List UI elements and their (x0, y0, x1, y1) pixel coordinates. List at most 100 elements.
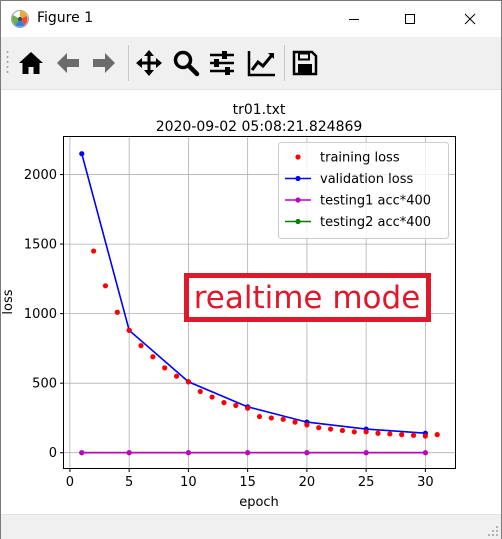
data-point (375, 430, 381, 436)
arrow-left-icon (57, 53, 79, 73)
data-point (209, 394, 215, 400)
data-point (256, 413, 263, 420)
data-point (422, 433, 428, 439)
data-point (339, 427, 346, 434)
data-point (280, 416, 286, 422)
data-point (327, 426, 334, 432)
forward-button[interactable] (88, 47, 120, 79)
data-point (102, 283, 109, 289)
legend: training loss validation loss testing1 acc… (278, 142, 449, 239)
toolbar-separator (284, 45, 285, 81)
status-bar (1, 514, 501, 539)
data-point (173, 373, 180, 379)
data-point (91, 248, 97, 254)
y-tick-label: 0 (49, 446, 57, 461)
data-point (79, 151, 85, 157)
realtime-mode-annotation: realtime mode (184, 273, 431, 322)
floppy-disk-icon (292, 50, 318, 76)
x-tick-label: 5 (125, 475, 133, 490)
data-point (363, 429, 369, 435)
series-0 (91, 248, 440, 439)
y-tick-label: 500 (32, 377, 57, 392)
window-title: Figure 1 (37, 10, 94, 26)
chart: tr01.txt 2020-09-02 05:08:21.824869 0 5 10… (1, 102, 456, 510)
toolbar-grip-icon[interactable] (6, 49, 9, 77)
y-tick-label: 1000 (24, 307, 57, 322)
legend-marker (295, 197, 301, 203)
maximize-icon (405, 14, 415, 24)
minimize-icon (349, 19, 359, 20)
home-icon (19, 52, 43, 74)
x-tick-label: 15 (239, 475, 256, 490)
series-2 (79, 450, 428, 456)
data-point (292, 419, 298, 425)
arrow-right-icon (93, 53, 115, 73)
data-point (410, 432, 417, 438)
data-point (126, 327, 132, 333)
data-point (126, 450, 132, 456)
data-point (351, 429, 357, 435)
subplots-button[interactable] (206, 47, 238, 79)
title-bar[interactable]: Figure 1 (1, 1, 501, 37)
x-tick-label: 25 (358, 475, 375, 490)
data-point (197, 388, 203, 395)
pan-button[interactable] (133, 47, 165, 79)
sliders-icon (210, 51, 234, 75)
data-point (185, 450, 192, 456)
maximize-button[interactable] (387, 1, 433, 37)
home-button[interactable] (15, 47, 47, 79)
y-axis-label: loss (1, 289, 16, 314)
x-axis-label: epoch (239, 495, 279, 510)
line-chart-icon (247, 51, 275, 77)
data-point (422, 450, 428, 456)
minimize-button[interactable] (331, 1, 377, 37)
figure-canvas[interactable]: tr01.txt 2020-09-02 05:08:21.824869 0 5 10… (1, 90, 501, 514)
legend-marker (295, 154, 301, 160)
data-point (245, 405, 251, 411)
data-point (316, 425, 322, 431)
data-point (245, 450, 251, 456)
move-icon (136, 50, 162, 76)
x-tick-label: 30 (417, 475, 434, 490)
chart-title: tr01.txt (233, 102, 286, 118)
save-button[interactable] (289, 47, 321, 79)
data-point (114, 309, 120, 315)
close-button[interactable] (447, 1, 493, 37)
navigation-toolbar (1, 37, 501, 90)
toolbar-separator (128, 45, 129, 81)
magnifier-icon (173, 50, 200, 77)
data-point (79, 450, 85, 456)
y-tick-label: 1500 (24, 238, 57, 253)
legend-label: testing1 acc*400 (320, 194, 431, 209)
x-tick-label: 20 (299, 475, 316, 490)
edit-axis-button[interactable] (246, 47, 278, 79)
data-point (233, 402, 239, 409)
legend-box (278, 142, 449, 239)
data-point (268, 415, 274, 421)
annotation-text: realtime mode (194, 280, 421, 316)
legend-entry: training loss (295, 151, 400, 166)
legend-label: testing2 acc*400 (320, 215, 431, 230)
data-point (387, 431, 393, 437)
legend-label: training loss (320, 151, 400, 166)
data-point (138, 343, 144, 349)
legend-marker (295, 218, 301, 225)
chart-subtitle: 2020-09-02 05:08:21.824869 (156, 119, 363, 135)
legend-label: validation loss (320, 172, 413, 187)
legend-entry: testing2 acc*400 (285, 215, 431, 230)
data-point (434, 432, 440, 438)
data-point (150, 354, 156, 360)
y-tick-label: 2000 (24, 168, 57, 183)
zoom-button[interactable] (170, 47, 202, 79)
data-point (363, 450, 369, 456)
x-tick-label: 0 (66, 475, 74, 490)
legend-entry: validation loss (285, 172, 413, 187)
data-point (185, 379, 192, 385)
data-point (304, 422, 310, 428)
data-point (162, 365, 168, 371)
back-button[interactable] (52, 47, 84, 79)
x-tick-label: 10 (180, 475, 197, 490)
matplotlib-icon (10, 9, 30, 29)
resize-grip-icon[interactable] (487, 525, 499, 537)
